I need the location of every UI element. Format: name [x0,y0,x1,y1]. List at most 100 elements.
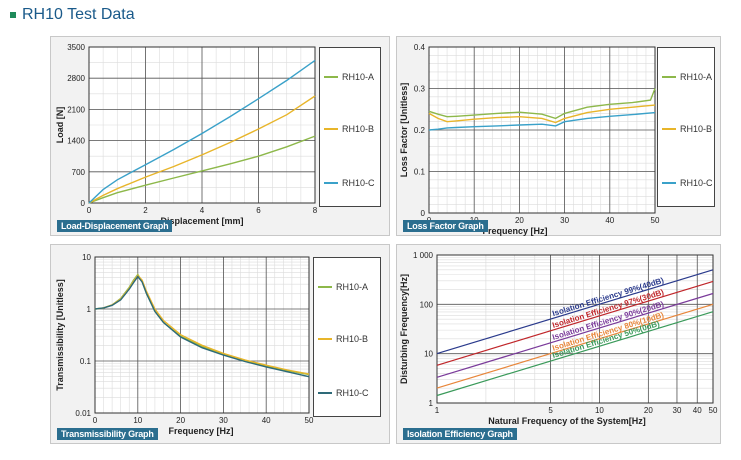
y-tick-label: 0 [421,209,426,218]
y-axis-label: Transmissibility [Unitless] [55,279,65,391]
plot-border [436,254,714,404]
x-tick-label: 40 [262,416,271,425]
x-tick-label: 10 [595,406,604,415]
y-tick-label: 0.2 [414,126,426,135]
x-tick-label: 10 [133,416,142,425]
legend-item-rh10-c: RH10-C [318,388,369,398]
y-tick-label: 700 [72,168,86,177]
series-line [428,111,656,131]
x-axis-label: Frequency [Hz] [482,226,547,236]
x-tick-label: 2 [143,206,148,215]
x-tick-label: 0 [87,206,92,215]
legend-label: RH10-B [336,334,369,344]
y-tick-label: 1 000 [413,251,434,260]
x-tick-label: 40 [605,216,614,225]
x-tick-label: 50 [709,406,718,415]
y-axis-label: Disturbing Frequency[Hz] [399,274,409,384]
y-tick-label: 0.4 [414,43,426,52]
x-tick-label: 30 [673,406,682,415]
legend-item-rh10-c: RH10-C [662,178,713,188]
y-tick-label: 100 [420,300,434,309]
grid-minor [437,255,713,403]
isolation-efficiency-chart: 1 5 10 20 30 40 50 1 10 100 1 000 Natural Frequency… [399,251,718,426]
plot-border [94,256,310,414]
y-axis-label: Load [N] [55,107,65,144]
y-tick-label: 3500 [67,43,85,52]
y-tick-label: 10 [82,253,91,262]
legend-label: RH10-B [342,124,375,134]
x-tick-label: 1 [435,406,440,415]
y-tick-label: 10 [424,350,433,359]
series-line [436,311,714,397]
legend-item-rh10-a: RH10-A [324,72,374,82]
y-axis-label: Loss Factor [Unitless] [399,83,409,178]
load-displacement-panel: 0 2 4 6 8 0 700 1400 2100 2800 3500 Displacement [m… [50,36,390,236]
loss-factor-legend: RH10-A RH10-B RH10-C [657,47,715,207]
plot-area [94,256,310,414]
page-title: RH10 Test Data [10,6,135,24]
series-line [436,292,714,378]
transmissibility-panel: 0 10 20 30 40 50 0.01 0.1 1 10 Frequency [Hz] Trans… [50,244,390,444]
x-tick-label: 40 [693,406,702,415]
legend-label: RH10-C [680,178,713,188]
x-tick-label: 6 [256,206,261,215]
x-tick-label: 50 [651,216,660,225]
legend-item-rh10-c: RH10-C [324,178,375,188]
legend-swatch [324,182,338,184]
series-line [428,104,656,124]
x-tick-label: 5 [548,406,553,415]
load-displacement-legend: RH10-A RH10-B RH10-C [319,47,381,207]
y-tick-label: 1 [429,399,434,408]
y-tick-label: 0.3 [414,85,426,94]
isolation-efficiency-panel: 1 5 10 20 30 40 50 1 10 100 1 000 Natural Frequency… [396,244,721,444]
series-line [88,95,316,204]
title-bullet-icon [10,12,16,18]
series-line [88,59,316,204]
x-tick-label: 30 [560,216,569,225]
x-tick-label: 50 [305,416,314,425]
y-tick-label: 0 [81,199,86,208]
load-displacement-chart: 0 2 4 6 8 0 700 1400 2100 2800 3500 Displacement [m… [55,43,318,226]
transmissibility-legend: RH10-A RH10-B RH10-C [313,257,381,417]
legend-item-rh10-b: RH10-B [318,334,368,344]
x-axis-label: Displacement [mm] [160,216,243,226]
x-tick-label: 20 [176,416,185,425]
legend-swatch [662,182,676,184]
legend-label: RH10-C [342,178,375,188]
y-tick-label: 2800 [67,74,85,83]
legend-swatch [324,128,338,130]
legend-item-rh10-a: RH10-A [318,282,368,292]
series-line [436,269,714,355]
legend-item-rh10-b: RH10-B [324,124,374,134]
legend-swatch [318,392,332,394]
series-line [94,275,310,378]
chart-tag: Load-Displacement Graph [57,220,173,232]
legend-swatch [324,76,338,78]
x-axis-label: Natural Frequency of the System[Hz] [488,416,646,426]
legend-swatch [662,76,676,78]
legend-label: RH10-A [336,282,369,292]
plot-area [436,254,714,404]
x-axis-label: Frequency [Hz] [168,426,233,436]
x-tick-label: 0 [93,416,98,425]
series-line [428,88,656,120]
chart-tag: Transmissibility Graph [57,428,158,440]
x-tick-label: 20 [644,406,653,415]
y-tick-label: 1 [87,305,92,314]
series-line [436,303,714,389]
x-tick-label: 4 [200,206,205,215]
legend-label: RH10-C [336,388,369,398]
x-tick-label: 8 [313,206,318,215]
page-title-text: RH10 Test Data [22,6,135,23]
series-line [436,280,714,366]
legend-swatch [662,128,676,130]
y-tick-label: 1400 [67,137,85,146]
series-line [88,135,316,204]
legend-swatch [318,286,332,288]
x-tick-label: 30 [219,416,228,425]
y-tick-label: 0.1 [80,357,92,366]
y-tick-label: 0.01 [75,409,91,418]
transmissibility-chart: 0 10 20 30 40 50 0.01 0.1 1 10 Frequency [Hz] Trans… [55,253,314,436]
